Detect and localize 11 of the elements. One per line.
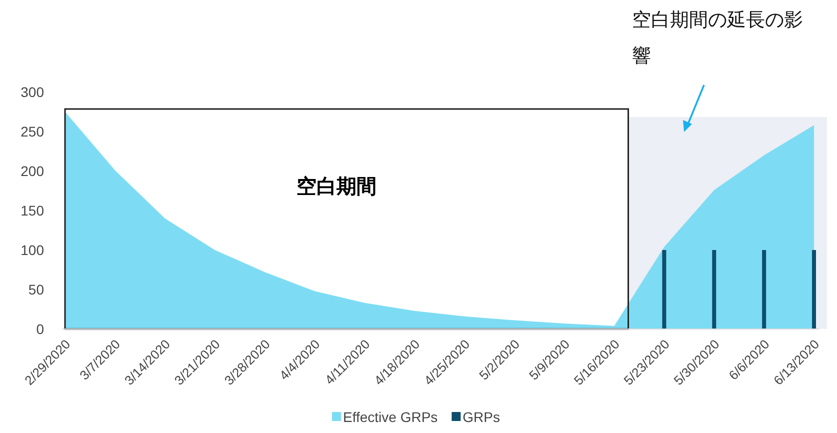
legend-label: GRPs (462, 409, 500, 425)
y-tick-label: 150 (20, 202, 44, 218)
y-tick-label: 50 (28, 282, 44, 298)
y-tick-label: 100 (20, 242, 44, 258)
text: 空白期間の延長の影響 (632, 9, 803, 67)
legend-label: Effective GRPs (343, 409, 438, 425)
y-tick-label: 250 (20, 124, 44, 140)
y-tick-label: 0 (36, 321, 44, 337)
y-tick-label: 300 (20, 84, 44, 100)
y-tick-label: 200 (20, 163, 44, 179)
annotation: 空白期間 (296, 174, 377, 198)
